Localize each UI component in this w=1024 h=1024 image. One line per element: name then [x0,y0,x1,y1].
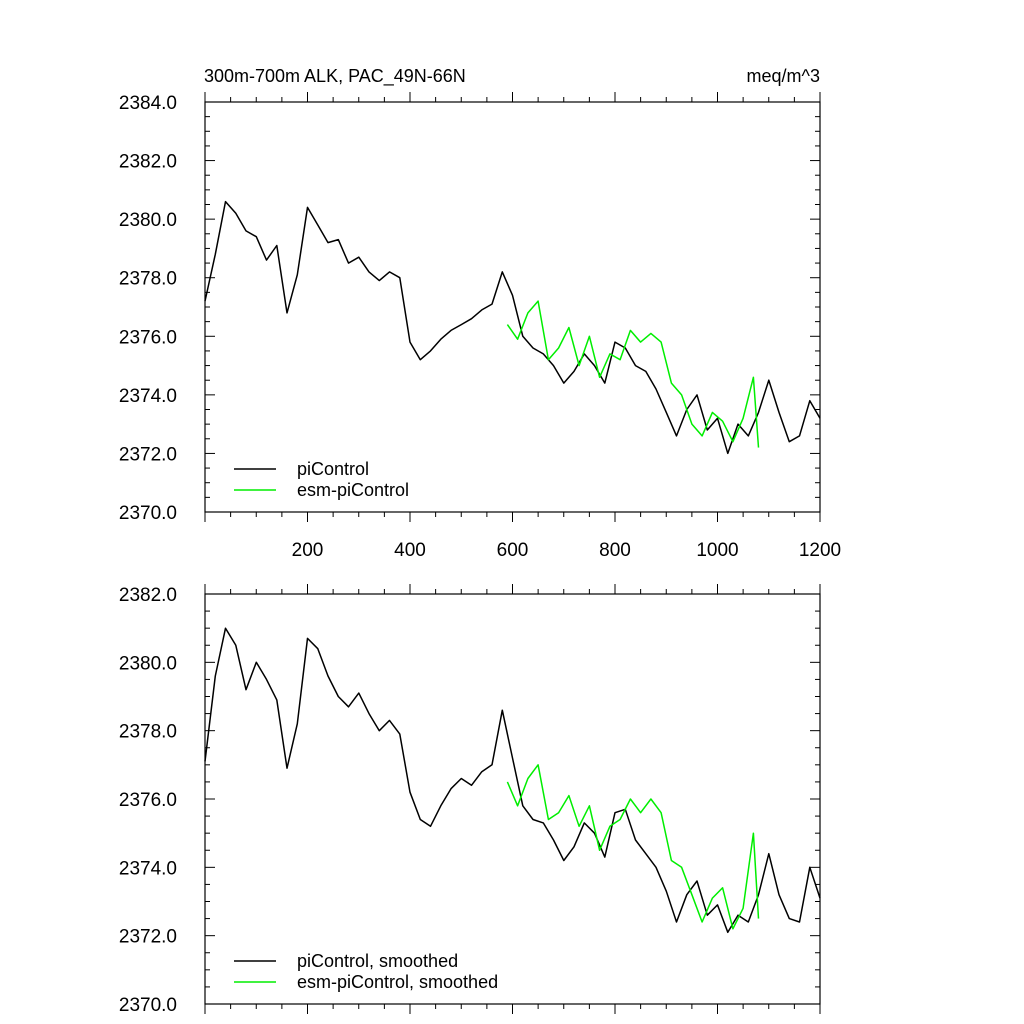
top-title-right: meq/m^3 [747,66,820,86]
top-series-group [204,200,821,455]
bottom-ytick-label: 2374.0 [119,858,177,879]
bottom-ytick-label: 2382.0 [119,585,177,606]
top-xtick-label: 200 [292,540,324,561]
top-legend: piControl esm-piControl [234,459,409,500]
legend-label-picontrol-smoothed: piControl, smoothed [297,951,458,971]
top-panel: 300m-700m ALK, PAC_49N-66N meq/m^3 2370.… [119,66,841,561]
top-series-line-1 [506,300,760,448]
top-ytick-label: 2382.0 [119,152,177,173]
legend-label-picontrol: piControl [297,459,369,479]
top-ticks: 2370.0 2372.0 2374.0 2376.0 2378.0 2380.0 2382… [119,92,841,561]
top-xtick-label: 400 [394,540,426,561]
top-title-left: 300m-700m ALK, PAC_49N-66N [204,66,466,87]
top-ytick-label: 2384.0 [119,93,177,114]
top-xtick-label: 600 [497,540,529,561]
bottom-series-line-0 [204,627,821,934]
bottom-series-line-1 [506,764,760,930]
bottom-ytick-label: 2380.0 [119,653,177,674]
top-ytick-label: 2376.0 [119,327,177,348]
top-ytick-label: 2370.0 [119,503,177,524]
bottom-plot-frame [204,593,821,1005]
top-ytick-label: 2380.0 [119,210,177,231]
top-ytick-label: 2374.0 [119,386,177,407]
legend-label-esm-picontrol-smoothed: esm-piControl, smoothed [297,972,498,992]
bottom-panel: 2370.0 2372.0 2374.0 2376.0 2378.0 2380.0 2382… [119,584,821,1016]
top-xtick-label: 800 [599,540,631,561]
bottom-legend: piControl, smoothed esm-piControl, smoot… [234,951,498,992]
bottom-series-group [204,627,821,934]
bottom-ticks: 2370.0 2372.0 2374.0 2376.0 2378.0 2380.0 2382… [119,584,821,1016]
top-series-line-0 [204,200,821,455]
bottom-ytick-label: 2378.0 [119,722,177,743]
top-plot-frame [204,101,821,513]
top-ytick-label: 2378.0 [119,269,177,290]
legend-label-esm-picontrol: esm-piControl [297,480,409,500]
bottom-ytick-label: 2372.0 [119,927,177,948]
top-xtick-label: 1200 [799,540,841,561]
bottom-ytick-label: 2376.0 [119,790,177,811]
top-xtick-label: 1000 [696,540,738,561]
bottom-ytick-label: 2370.0 [119,995,177,1016]
top-ytick-label: 2372.0 [119,444,177,465]
